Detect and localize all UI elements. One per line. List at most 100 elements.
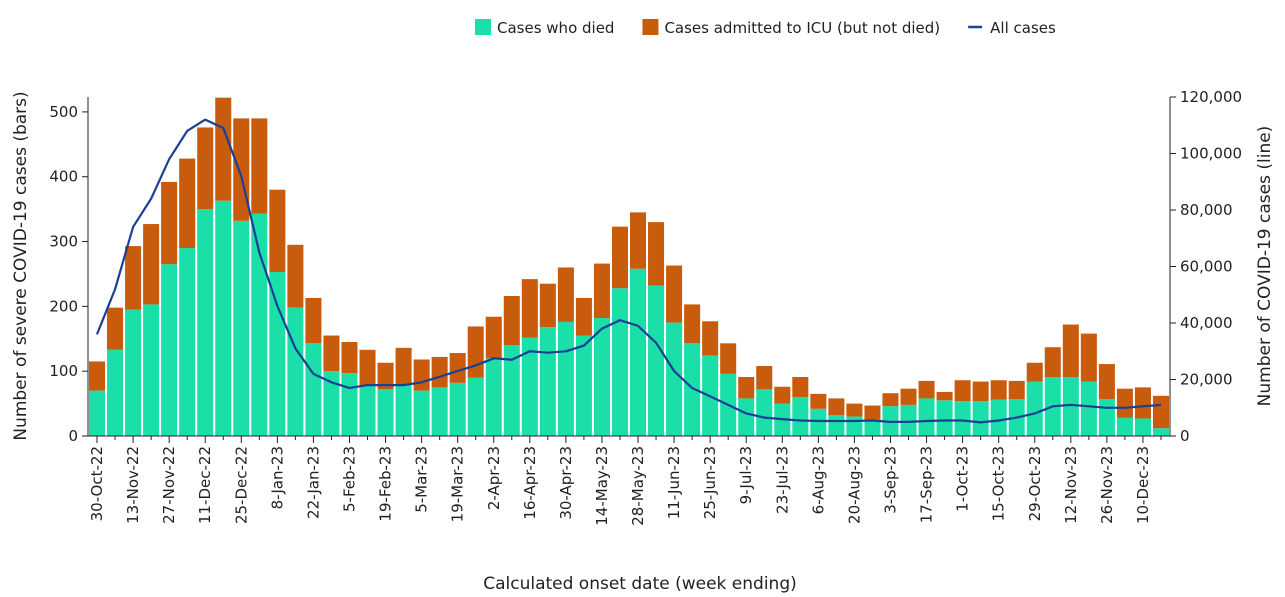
bar-segment <box>341 373 358 436</box>
bar-segment <box>89 361 106 391</box>
bar-segment <box>233 220 250 436</box>
x-tick-label: 17-Sep-23 <box>918 446 936 523</box>
bar-segment <box>846 403 863 417</box>
bar-segment <box>936 400 953 436</box>
legend-swatch <box>642 19 659 35</box>
bar-segment <box>756 365 773 390</box>
bar-segment <box>575 335 592 436</box>
bar-segment <box>449 353 466 383</box>
x-tick-label: 10-Dec-23 <box>1134 446 1152 524</box>
y2-tick-label: 60,000 <box>1180 258 1233 276</box>
x-tick-label: 19-Mar-23 <box>449 446 467 522</box>
x-tick-label: 11-Dec-22 <box>196 446 214 524</box>
bar-segment <box>864 419 881 436</box>
bar-segment <box>972 400 989 436</box>
bar-segment <box>413 390 430 436</box>
bar-segment <box>359 385 376 436</box>
bar-segment <box>1062 377 1079 436</box>
bar-segment <box>107 349 124 436</box>
bar-segment <box>251 213 268 436</box>
x-tick-label: 28-May-23 <box>629 446 647 526</box>
bar-segment <box>1062 324 1079 378</box>
bar-segment <box>1008 380 1025 400</box>
bar-segment <box>143 224 160 305</box>
bar-segment <box>828 415 845 436</box>
bar-segment <box>936 391 953 401</box>
x-tick-label: 14-May-23 <box>593 446 611 526</box>
bar-segment <box>305 343 322 436</box>
bar-segment <box>1134 387 1151 419</box>
bar-segment <box>395 384 412 436</box>
bar-segment <box>630 212 647 269</box>
bar-segment <box>792 397 809 436</box>
bar-segment <box>485 316 502 359</box>
bar-segment <box>648 285 665 436</box>
bar-segment <box>846 416 863 436</box>
legend-swatch <box>475 19 491 35</box>
bar-segment <box>864 405 881 420</box>
x-tick-label: 30-Oct-22 <box>88 446 106 521</box>
y2-tick-label: 80,000 <box>1180 201 1233 219</box>
bar-segment <box>1098 399 1115 436</box>
bar-segment <box>611 226 628 289</box>
bar-segment <box>918 380 935 399</box>
x-tick-label: 16-Apr-23 <box>521 446 539 520</box>
bar-segment <box>1026 362 1043 382</box>
x-tick-label: 20-Aug-23 <box>845 446 863 524</box>
bar-segment <box>467 377 484 436</box>
bar-segment <box>611 288 628 436</box>
bar-segment <box>1080 333 1097 382</box>
bar-segment <box>179 248 196 436</box>
bar-segment <box>1116 417 1133 436</box>
bar-segment <box>215 97 232 201</box>
bar-segment <box>774 386 791 404</box>
x-tick-label: 15-Oct-23 <box>990 446 1008 521</box>
bar-segment <box>413 359 430 391</box>
bar-segment <box>882 393 899 407</box>
bar-segment <box>1026 381 1043 436</box>
bar-segment <box>756 389 773 436</box>
y2-tick-label: 100,000 <box>1180 145 1242 163</box>
bar-segment <box>197 127 214 210</box>
bar-segment <box>900 388 917 405</box>
bar-segment <box>575 297 592 336</box>
bar-segment <box>1044 347 1061 378</box>
x-tick-label: 19-Feb-23 <box>377 446 395 522</box>
y-tick-label: 300 <box>49 233 78 251</box>
bar-segment <box>557 321 574 436</box>
bar-segment <box>251 118 268 214</box>
bar-segment <box>161 181 178 265</box>
y2-tick-label: 40,000 <box>1180 314 1233 332</box>
bar-segment <box>161 264 178 436</box>
bar-segment <box>972 381 989 401</box>
bar-segment <box>359 349 376 386</box>
line <box>95 118 1162 424</box>
x-tick-label: 23-Jul-23 <box>773 446 791 514</box>
x-tick-label: 5-Feb-23 <box>340 446 358 512</box>
x-tick-label: 6-Aug-23 <box>809 446 827 514</box>
y-tick-label: 200 <box>49 297 78 315</box>
bar-segment <box>125 309 142 436</box>
bar-segment <box>666 322 683 436</box>
x-tick-label: 13-Nov-22 <box>124 446 142 524</box>
bar-segment <box>684 304 701 344</box>
y-axis-title: Number of severe COVID-19 cases (bars) <box>11 91 31 440</box>
bar-segment <box>305 297 322 344</box>
bar-segment <box>1080 381 1097 436</box>
y2-tick-label: 120,000 <box>1180 88 1242 106</box>
y2-tick-label: 20,000 <box>1180 371 1233 389</box>
bar-segment <box>377 362 394 390</box>
bar-segment <box>954 380 971 401</box>
bar-segment <box>449 382 466 436</box>
bar-segment <box>467 326 484 378</box>
bar-segment <box>215 200 232 436</box>
legend-label: Cases who died <box>497 19 614 37</box>
bar-segment <box>143 304 160 436</box>
bar-segment <box>900 404 917 436</box>
bar-segment <box>593 263 610 319</box>
bar-segment <box>485 358 502 436</box>
bar-segment <box>125 246 142 310</box>
bar-segment <box>828 398 845 416</box>
bar-segment <box>593 318 610 436</box>
